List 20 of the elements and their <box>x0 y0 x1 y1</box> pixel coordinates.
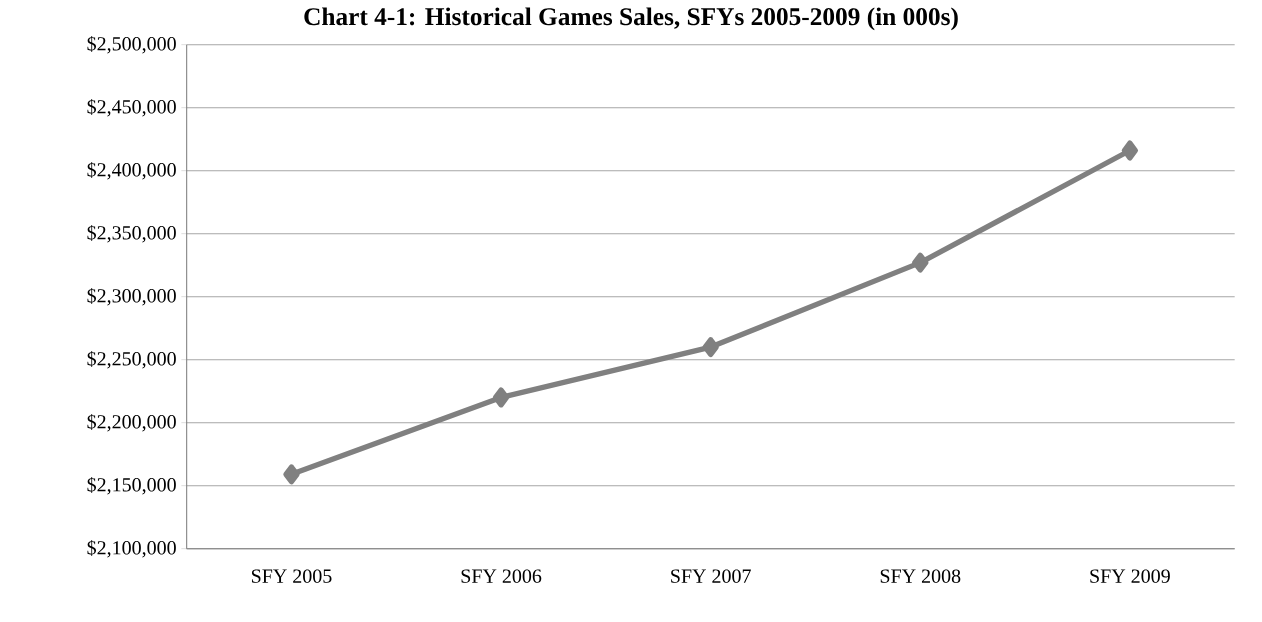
point <box>283 464 300 485</box>
y-tick-label: $2,200,000 <box>87 413 176 432</box>
point <box>912 252 929 273</box>
x-tick-label: SFY 2006 <box>461 569 542 583</box>
y-tick-label: $2,350,000 <box>87 224 176 243</box>
point <box>1121 140 1139 161</box>
y-tick-label: $2,450,000 <box>87 98 176 117</box>
x-tick-label: SFY 2008 <box>880 569 961 583</box>
y-tick-label: $2,100,000 <box>87 539 176 558</box>
chart-title: Chart 4-1: Historical Games Sales, SFYs 2005-2009 (in 000s) <box>304 7 958 31</box>
x-tick-label: SFY 2007 <box>671 569 751 583</box>
y-tick-label: $2,250,000 <box>87 350 176 369</box>
point <box>492 387 510 408</box>
y-tick-label: $2,400,000 <box>87 161 176 180</box>
point <box>702 337 719 358</box>
x-tick-label: SFY 2005 <box>251 569 332 583</box>
y-tick-label: $2,300,000 <box>87 287 176 306</box>
x-tick-label: SFY 2009 <box>1090 569 1170 583</box>
y-tick-label: $2,500,000 <box>87 35 176 54</box>
y-tick-label: $2,150,000 <box>87 476 176 495</box>
